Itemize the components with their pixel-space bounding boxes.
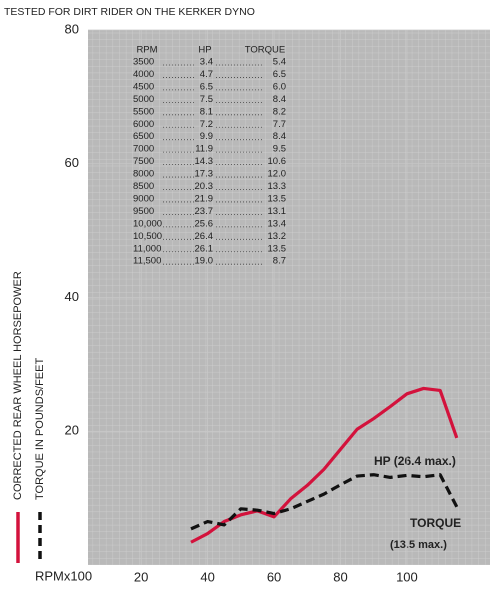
table-torque: 8.2 <box>273 106 286 117</box>
table-header: RPM <box>136 45 157 56</box>
table-hp: 26.4 <box>195 231 214 242</box>
table-torque: 12.0 <box>268 169 287 180</box>
annotation: HP (26.4 max.) <box>374 454 456 468</box>
table-torque: 8.4 <box>273 131 286 142</box>
table-rpm: 10,000 <box>133 218 162 229</box>
table-hp: 4.7 <box>200 69 213 80</box>
table-torque: 13.2 <box>268 231 287 242</box>
table-torque: 13.5 <box>268 193 287 204</box>
y-tick-label: 20 <box>65 423 79 438</box>
table-rpm: 7000 <box>133 144 154 155</box>
table-torque: 9.5 <box>273 144 286 155</box>
y-tick-label: 60 <box>65 155 79 170</box>
line-series <box>190 473 459 531</box>
x-tick-label: 20 <box>134 569 148 584</box>
table-torque: 6.0 <box>273 81 286 92</box>
x-tick-label: 100 <box>396 569 418 584</box>
table-rpm: 6000 <box>133 119 154 130</box>
table-hp: 26.1 <box>195 243 214 254</box>
table-rpm: 6500 <box>133 131 154 142</box>
legend-label: TORQUE IN POUNDS/FEET <box>34 358 46 500</box>
table-hp: 19.0 <box>195 256 214 267</box>
line-series <box>190 386 459 544</box>
y-tick-label: 40 <box>65 289 79 304</box>
table-torque: 5.4 <box>273 57 286 68</box>
x-axis-label: RPMx100 <box>35 568 92 583</box>
table-hp: 7.5 <box>200 94 213 105</box>
table-rpm: 5000 <box>133 94 154 105</box>
table-torque: 6.5 <box>273 69 286 80</box>
table-torque: 7.7 <box>273 119 286 130</box>
table-rpm: 5500 <box>133 106 154 117</box>
table-torque: 8.4 <box>273 94 286 105</box>
table-hp: 8.1 <box>200 106 213 117</box>
table-rpm: 7500 <box>133 156 154 167</box>
table-rpm: 9000 <box>133 193 154 204</box>
table-hp: 6.5 <box>200 81 213 92</box>
table-hp: 21.9 <box>195 193 214 204</box>
table-rpm: 3500 <box>133 57 154 68</box>
chart-title: TESTED FOR DIRT RIDER ON THE KERKER DYNO <box>4 6 255 18</box>
table-rpm: 11,500 <box>133 256 161 267</box>
table-hp: 23.7 <box>195 206 214 217</box>
table-header: HP <box>198 45 211 56</box>
y-tick-label: 80 <box>65 21 79 36</box>
table-rpm: 4500 <box>133 81 154 92</box>
annotation: (13.5 max.) <box>390 539 447 551</box>
table-hp: 17.3 <box>195 169 214 180</box>
table-torque: 13.1 <box>268 206 287 217</box>
table-torque: 8.7 <box>273 256 286 267</box>
table-hp: 25.6 <box>195 218 214 229</box>
table-rpm: 8000 <box>133 169 154 180</box>
legend-label: CORRECTED REAR WHEEL HORSEPOWER <box>12 271 24 500</box>
table-hp: 11.9 <box>195 144 213 155</box>
x-tick-label: 60 <box>267 569 281 584</box>
table-torque: 13.5 <box>268 243 287 254</box>
table-hp: 14.3 <box>195 156 214 167</box>
annotation: TORQUE <box>410 516 461 530</box>
x-tick-label: 80 <box>333 569 347 584</box>
table-header: TORQUE <box>245 45 285 56</box>
table-rpm: 10,500 <box>133 231 162 242</box>
table-hp: 9.9 <box>200 131 213 142</box>
x-tick-label: 40 <box>200 569 214 584</box>
table-hp: 7.2 <box>200 119 213 130</box>
table-rpm: 9500 <box>133 206 154 217</box>
table-hp: 3.4 <box>200 57 213 68</box>
table-hp: 20.3 <box>195 181 214 192</box>
table-rpm: 11,000 <box>133 243 161 254</box>
table-torque: 10.6 <box>268 156 287 167</box>
table-torque: 13.4 <box>268 218 287 229</box>
table-rpm: 8500 <box>133 181 154 192</box>
table-rpm: 4000 <box>133 69 154 80</box>
table-torque: 13.3 <box>268 181 287 192</box>
